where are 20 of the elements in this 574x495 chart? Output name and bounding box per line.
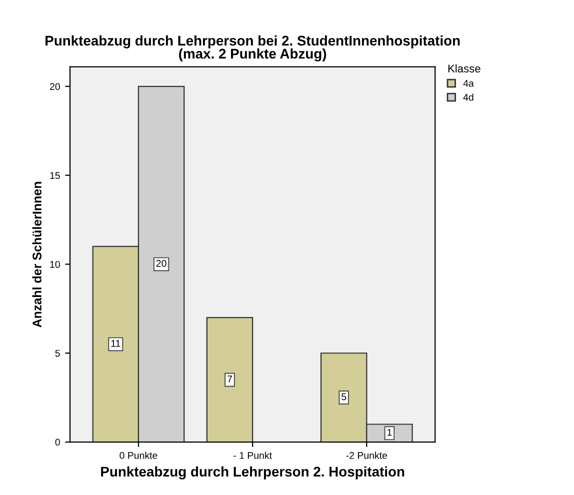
- x-tick-label: - 1 Punkt: [234, 452, 272, 459]
- bar: [206, 317, 254, 442]
- x-tick-label: -2 Punkte: [346, 452, 388, 459]
- data-label: 20: [156, 260, 166, 267]
- y-tick-label: 5: [55, 350, 60, 357]
- y-tick-label: 10: [50, 260, 60, 268]
- data-label: 1: [387, 428, 392, 436]
- data-label: 11: [111, 340, 120, 347]
- y-tick-label: 15: [50, 172, 60, 179]
- x-axis-title: Punkteabzug durch Lehrperson 2. Hospitation: [101, 466, 404, 480]
- y-axis-title: Anzahl der SchülerInnen: [32, 182, 42, 328]
- y-tick-label: 20: [50, 83, 60, 90]
- y-tick-label: 0: [55, 438, 60, 446]
- legend-title: Klasse: [448, 64, 480, 72]
- data-label: 5: [342, 393, 346, 400]
- chart-title: Punkteabzug durch Lehrperson bei 2. StudentInnenhospitation (max. 2 Punkte Abzug): [46, 35, 460, 62]
- x-tick-label: 0 Punkte: [120, 452, 158, 459]
- legend-label: 4a: [463, 80, 474, 87]
- data-label: 7: [228, 376, 232, 382]
- legend-label: 4d: [463, 94, 474, 101]
